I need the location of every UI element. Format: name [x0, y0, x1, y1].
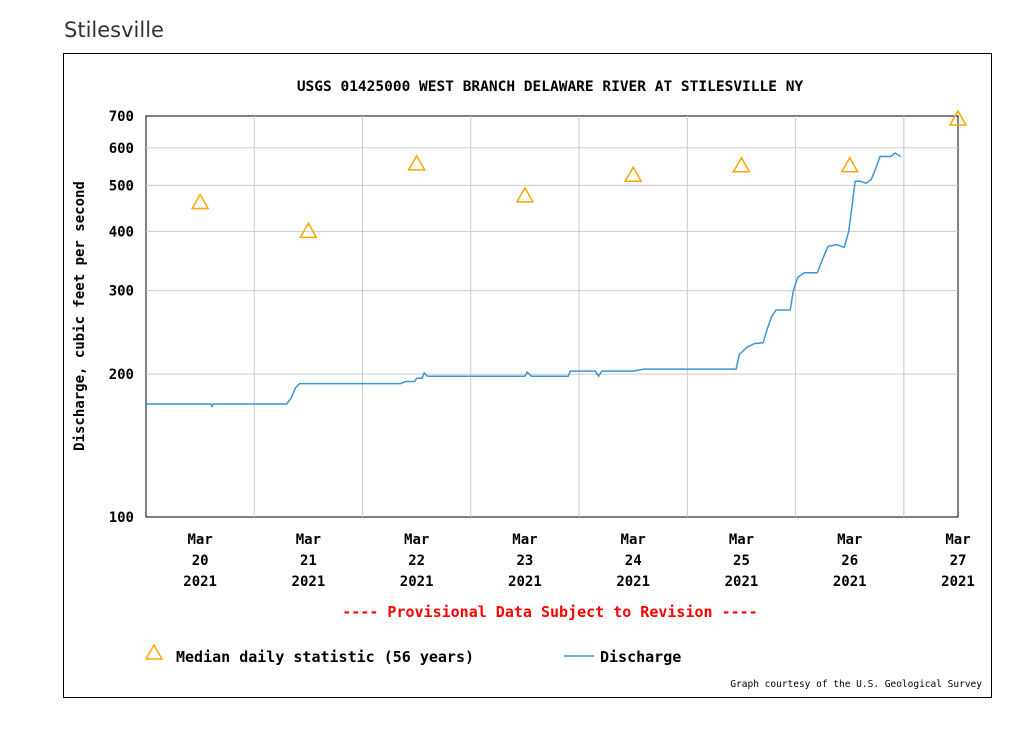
x-tick-label: 2021 [292, 574, 326, 590]
median-point [515, 186, 535, 203]
x-tick-label: Mar [404, 532, 429, 548]
x-tick-label: Mar [621, 532, 646, 548]
chart-title: USGS 01425000 WEST BRANCH DELAWARE RIVER… [297, 79, 804, 95]
x-tick-label: 2021 [833, 574, 867, 590]
y-tick-label: 500 [109, 178, 134, 194]
x-tick-label: 22 [408, 553, 425, 569]
x-tick-label: 23 [517, 553, 534, 569]
graph-frame: USGS 01425000 WEST BRANCH DELAWARE RIVER… [63, 53, 992, 698]
x-tick-label: 2021 [183, 574, 217, 590]
y-tick-label: 600 [109, 141, 134, 157]
median-point [623, 165, 643, 183]
x-tick-label: Mar [187, 532, 212, 548]
x-tick-label: 26 [841, 553, 858, 569]
x-tick-label: 2021 [616, 574, 650, 590]
x-tick-label: 25 [733, 553, 750, 569]
median-point [407, 154, 426, 171]
y-tick-label: 700 [109, 109, 134, 125]
credit-text: Graph courtesy of the U.S. Geological Su… [730, 679, 982, 690]
discharge-line [146, 152, 902, 409]
x-tick-label: 20 [192, 553, 209, 569]
median-point [732, 156, 751, 173]
legend-discharge-label: Discharge [600, 648, 681, 666]
x-tick-label: 27 [950, 553, 967, 569]
x-tick-label: Mar [296, 532, 321, 548]
legend-triangle-icon [144, 643, 164, 660]
grid-lines [146, 116, 958, 517]
x-tick-labels: Mar 20 2021 Mar 21 2021 Mar 22 2021 Mar 23 2021 Mar 2… [183, 532, 975, 590]
x-tick-label: 2021 [725, 574, 759, 590]
x-tick-label: 24 [625, 553, 642, 569]
x-tick-label: Mar [729, 532, 754, 548]
provisional-note: ---- Provisional Data Subject to Revisio… [342, 603, 757, 621]
x-tick-label: Mar [512, 532, 537, 548]
median-point [190, 193, 210, 210]
x-tick-label: 21 [300, 553, 317, 569]
legend-median-label: Median daily statistic (56 years) [176, 648, 474, 666]
x-tick-label: Mar [945, 532, 970, 548]
y-tick-label: 400 [109, 224, 134, 240]
discharge-series [146, 152, 902, 409]
x-tick-label: Mar [837, 532, 862, 548]
median-point [299, 221, 318, 239]
plot-area [145, 115, 959, 518]
x-tick-label: 2021 [400, 574, 434, 590]
median-series [190, 109, 968, 239]
discharge-chart: USGS 01425000 WEST BRANCH DELAWARE RIVER… [72, 79, 982, 690]
y-tick-label: 200 [109, 367, 134, 383]
x-tick-label: 2021 [941, 574, 975, 590]
legend: Median daily statistic (56 years) Discha… [144, 643, 681, 666]
median-point [948, 109, 968, 126]
y-tick-label: 300 [109, 284, 134, 300]
x-tick-label: 2021 [508, 574, 542, 590]
page-heading: Stilesville [64, 18, 164, 42]
y-tick-labels: 100 200 300 400 500 600 700 [109, 109, 134, 526]
median-point [840, 156, 860, 173]
y-axis-label: Discharge, cubic feet per second [72, 181, 88, 451]
y-tick-label: 100 [109, 510, 134, 526]
